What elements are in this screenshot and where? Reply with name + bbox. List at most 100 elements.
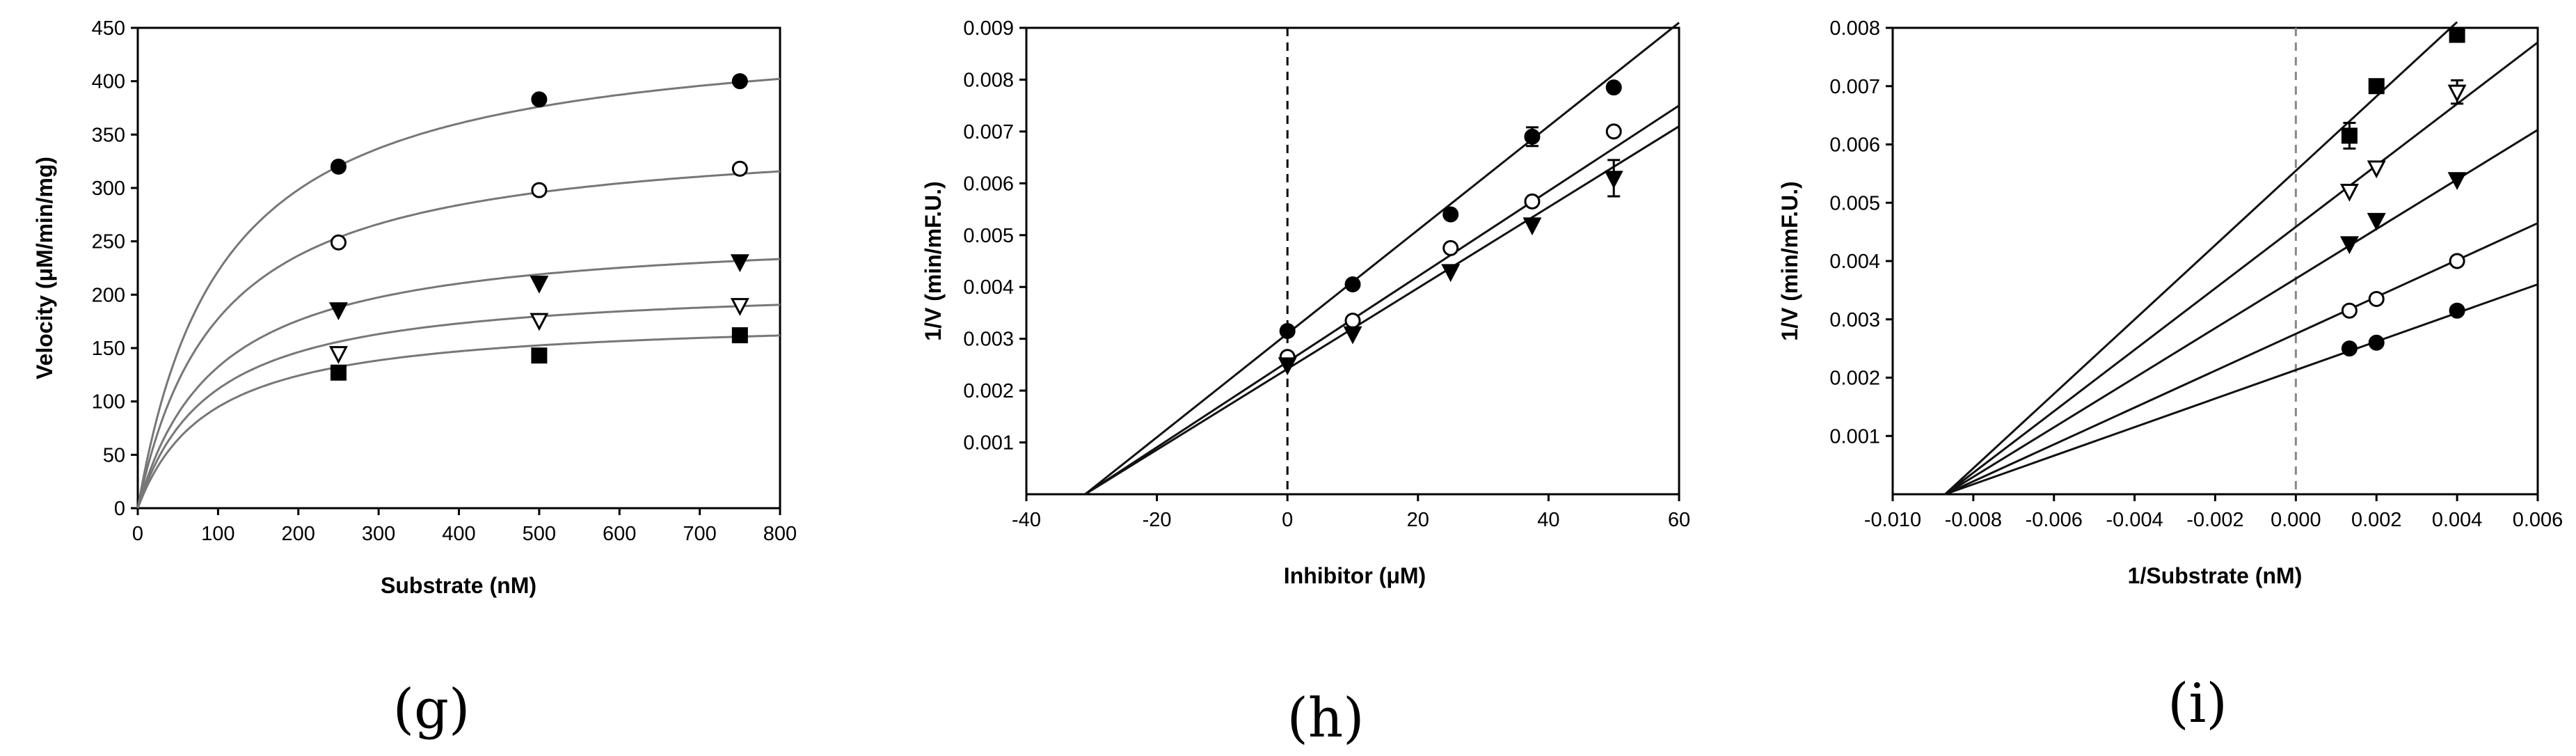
y-tick-label-h: 0.004 xyxy=(963,276,1014,299)
data-point-h-2 xyxy=(1441,264,1461,283)
fit-line-h-1 xyxy=(1084,104,1680,496)
data-point-i-3 xyxy=(2449,253,2465,269)
x-axis-title-i: 1/Substrate (nM) xyxy=(2128,563,2303,588)
data-point-g-4 xyxy=(731,327,748,344)
y-axis-title-h: 1/V (min/mF.U.) xyxy=(921,181,946,340)
fit-line-i-3 xyxy=(1944,222,2538,496)
x-tick-label-g: 600 xyxy=(603,523,636,545)
y-tick-label-h: 0.008 xyxy=(963,69,1014,91)
fit-curve-g-4 xyxy=(136,334,781,509)
data-point-h-0 xyxy=(1605,79,1622,96)
y-tick-label-i: 0.007 xyxy=(1829,76,1880,98)
data-point-h-2 xyxy=(1604,171,1623,189)
data-point-h-1 xyxy=(1344,313,1361,329)
data-point-h-1 xyxy=(1605,123,1622,140)
data-point-g-3 xyxy=(328,346,348,364)
data-point-g-1 xyxy=(531,182,548,198)
fit-curve-g-3 xyxy=(136,304,781,509)
x-tick-label-h: 0 xyxy=(1282,509,1293,531)
x-tick-label-i: -0.008 xyxy=(1945,509,2002,531)
y-tick-label-g: 150 xyxy=(92,338,125,360)
fit-line-i-1 xyxy=(1944,41,2538,496)
data-point-h-0 xyxy=(1344,276,1361,292)
panel-caption-i: (i) xyxy=(2168,672,2227,735)
y-tick-label-g: 450 xyxy=(92,17,125,40)
fit-curve-g-1 xyxy=(136,170,781,509)
data-point-g-3 xyxy=(530,313,549,331)
data-point-g-4 xyxy=(531,347,548,364)
x-tick-label-g: 500 xyxy=(523,523,556,545)
y-tick-label-i: 0.008 xyxy=(1829,17,1880,40)
y-axis-title-g: Velocity (μM/min/mg) xyxy=(32,157,57,379)
x-tick-label-i: 0.006 xyxy=(2513,509,2563,531)
y-tick-label-h: 0.009 xyxy=(963,17,1014,40)
data-point-h-0 xyxy=(1524,128,1541,145)
data-point-i-4 xyxy=(2449,302,2465,319)
x-tick-label-h: 60 xyxy=(1668,509,1690,531)
panel-h: -40 -20 0 20 40 60 0.001 0.002 0.003 0.004 0.005 0.… xyxy=(921,17,1690,750)
x-axis-title-g: Substrate (nM) xyxy=(381,573,536,598)
x-tick-label-g: 300 xyxy=(362,523,395,545)
y-tick-label-i: 0.002 xyxy=(1829,368,1880,390)
y-tick-label-h: 0.001 xyxy=(963,432,1014,455)
data-point-i-4 xyxy=(2341,340,2358,357)
fit-curve-g-2 xyxy=(136,258,781,509)
y-tick-label-i: 0.003 xyxy=(1829,309,1880,331)
data-point-i-2 xyxy=(2367,212,2386,231)
x-tick-label-h: 20 xyxy=(1407,509,1429,531)
fit-line-i-2 xyxy=(1944,129,2538,496)
x-tick-label-h: -40 xyxy=(1012,509,1041,531)
data-point-i-4 xyxy=(2368,334,2385,351)
x-axis-title-h: Inhibitor (μM) xyxy=(1284,563,1426,588)
data-point-g-0 xyxy=(531,91,548,108)
data-point-g-2 xyxy=(328,302,348,321)
y-tick-label-g: 350 xyxy=(92,124,125,146)
data-point-h-2 xyxy=(1278,357,1297,376)
x-tick-label-i: -0.010 xyxy=(1864,509,1921,531)
data-point-g-3 xyxy=(730,298,749,316)
data-point-i-1 xyxy=(2339,184,2359,202)
y-tick-label-g: 0 xyxy=(114,498,125,520)
y-tick-label-g: 250 xyxy=(92,231,125,253)
data-point-h-2 xyxy=(1522,217,1542,236)
x-tick-label-i: -0.006 xyxy=(2026,509,2083,531)
x-tick-label-g: 0 xyxy=(132,523,143,545)
y-tick-label-g: 100 xyxy=(92,391,125,414)
fit-line-h-0 xyxy=(1084,22,1680,496)
x-tick-label-i: 0.004 xyxy=(2432,509,2483,531)
x-tick-label-g: 100 xyxy=(201,523,234,545)
data-point-i-2 xyxy=(2447,172,2467,190)
y-tick-label-g: 400 xyxy=(92,71,125,93)
data-point-i-2 xyxy=(2339,236,2359,255)
fit-line-i-4 xyxy=(1944,283,2538,496)
data-point-g-1 xyxy=(330,234,347,251)
x-tick-label-i: 0.002 xyxy=(2351,509,2402,531)
y-tick-label-g: 300 xyxy=(92,178,125,200)
y-tick-label-h: 0.006 xyxy=(963,173,1014,195)
data-point-h-1 xyxy=(1442,239,1459,256)
x-tick-label-i: -0.004 xyxy=(2106,509,2163,531)
data-point-h-0 xyxy=(1442,206,1459,223)
data-point-i-1 xyxy=(2367,160,2386,179)
x-tick-label-i: 0.000 xyxy=(2271,509,2321,531)
data-point-g-0 xyxy=(731,73,748,90)
data-point-i-0 xyxy=(2368,78,2385,95)
data-point-h-2 xyxy=(1343,326,1362,345)
y-tick-label-i: 0.005 xyxy=(1829,192,1880,214)
data-point-i-1 xyxy=(2447,84,2467,103)
plot-frame-h xyxy=(1025,26,1680,496)
data-point-i-0 xyxy=(2449,26,2465,43)
data-point-g-2 xyxy=(530,275,549,294)
y-axis-title-i: 1/V (min/mF.U.) xyxy=(1777,181,1802,340)
data-point-g-1 xyxy=(731,160,748,177)
y-tick-label-h: 0.007 xyxy=(963,121,1014,143)
panel-caption-h: (h) xyxy=(1287,687,1364,750)
x-tick-label-h: -20 xyxy=(1143,509,1172,531)
x-tick-label-g: 700 xyxy=(683,523,716,545)
data-point-g-0 xyxy=(330,158,347,175)
fit-curve-g-0 xyxy=(136,77,781,509)
y-tick-label-g: 200 xyxy=(92,284,125,306)
y-tick-label-i: 0.004 xyxy=(1829,251,1880,273)
x-tick-label-g: 800 xyxy=(763,523,797,545)
